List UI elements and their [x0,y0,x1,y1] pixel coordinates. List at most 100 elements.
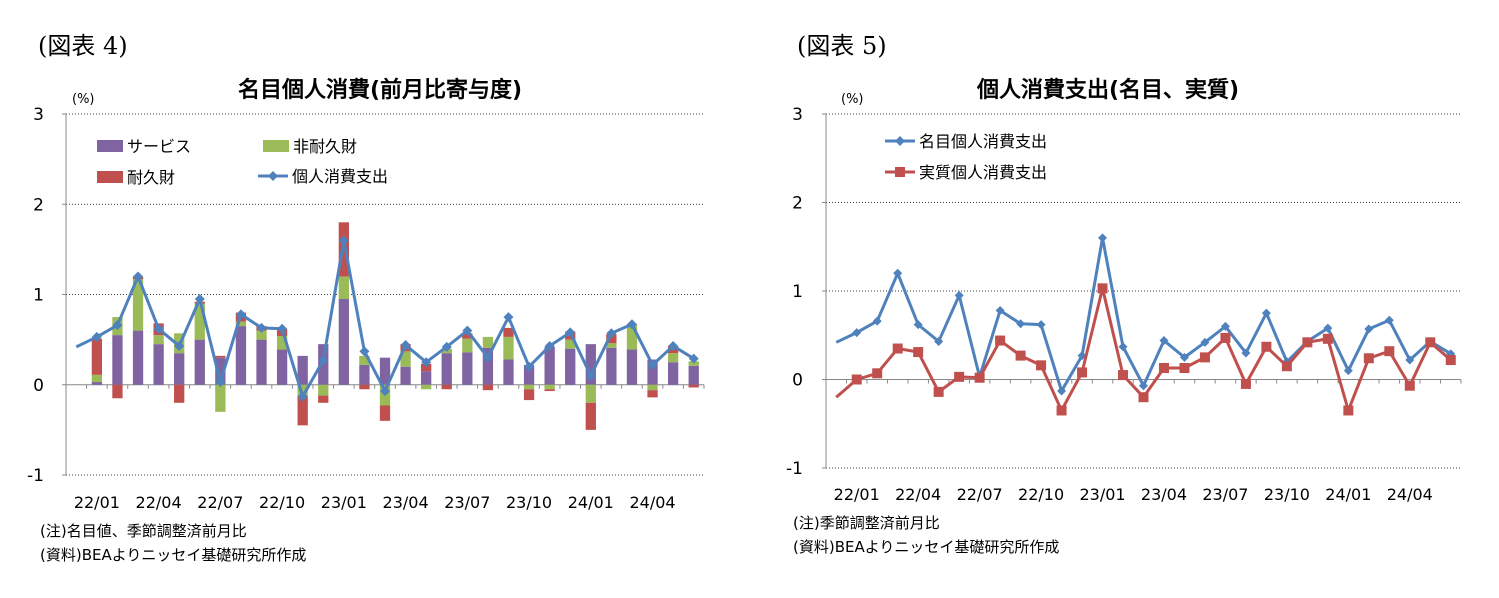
data-point [503,312,514,323]
unit-label: (%) [841,92,864,107]
data-point [933,386,944,397]
bar [606,343,617,348]
bar [318,384,329,396]
legend-swatch [263,140,289,152]
legend-marker [895,136,905,146]
data-point [1056,405,1067,416]
bar [256,339,267,385]
data-point [913,347,924,358]
data-point [380,386,390,397]
x-tick-label: 22/04 [895,485,941,504]
data-point [852,328,862,338]
chart-title: 個人消費支出(名目、実質) [977,78,1240,103]
bar [297,395,308,426]
bar [462,352,473,385]
bar [503,336,514,360]
data-point [954,290,964,300]
bar [482,336,494,348]
data-point [1343,405,1354,416]
x-tick-label: 23/07 [444,493,490,512]
data-point [1384,346,1395,357]
y-tick-label: 0 [33,376,44,396]
data-point [544,340,555,351]
bar [112,384,123,399]
data-point [482,352,493,363]
data-point [565,327,576,338]
y-tick-label: 0 [792,371,803,391]
data-point [995,305,1005,315]
bar [379,405,391,421]
bar [338,222,349,277]
data-point [277,323,288,334]
data-point [872,316,882,326]
data-point [1364,324,1374,334]
data-point [297,391,308,402]
data-point [1118,342,1128,352]
legend-swatch [97,171,123,183]
bar [91,338,103,375]
bar [421,363,432,372]
y-tick-label: 2 [792,194,803,214]
data-point [1261,341,1272,352]
data-point [1363,353,1374,364]
legend-label: 非耐久財 [293,137,357,156]
bar [688,365,699,385]
data-point [893,268,903,278]
figure-label: (図表 4) [38,32,128,60]
x-tick-label: 23/10 [506,493,552,512]
data-point [1322,333,1333,344]
bar [544,384,555,390]
bar [544,389,555,392]
data-point [1179,362,1190,373]
data-point [462,325,473,336]
data-point [1158,362,1169,373]
legend-marker [268,171,278,181]
note-text: (注)名目値、季節調整済前月比 [40,522,247,540]
bar [482,384,494,391]
data-point [91,331,102,342]
bar [359,364,370,385]
data-point [1343,366,1353,376]
y-tick-label: -1 [786,459,803,479]
legend-label: 実質個人消費支出 [919,163,1047,182]
y-tick-label: 1 [792,282,803,302]
x-tick-label: 23/01 [1079,485,1125,504]
bar [215,384,226,412]
data-point [1404,380,1415,391]
figure-label: (図表 5) [797,32,887,60]
data-point [1384,315,1394,325]
data-point [995,335,1006,346]
data-point [1057,386,1067,396]
bar [379,357,391,385]
x-tick-label: 24/04 [1387,485,1433,504]
unit-label: (%) [72,92,95,107]
bar [523,364,535,385]
bar [565,339,576,349]
data-point [1261,308,1271,318]
bar [235,326,247,385]
x-tick-label: 24/01 [1325,485,1371,504]
x-tick-label: 23/07 [1202,485,1248,504]
bar [194,303,205,340]
bar [153,335,164,345]
series-line [835,236,1452,393]
data-point [441,341,452,352]
data-point [524,361,535,372]
figure-5-panel: (図表 5) 個人消費支出(名目、実質) (%) -1 0 1 2 3 22/01 22/0… [755,0,1499,598]
data-point [194,294,205,305]
data-point [1118,370,1129,381]
data-point [1036,360,1047,371]
bar [626,325,638,350]
bar [215,355,226,358]
data-point [359,346,370,357]
data-point [400,340,411,351]
bar [688,384,699,388]
data-point [256,322,267,333]
data-point [1036,320,1046,330]
bar [585,384,596,403]
data-point [606,328,617,339]
bar [647,390,658,398]
data-point [318,355,329,366]
y-tick-label: 3 [792,105,803,125]
y-tick-label: 3 [33,105,44,125]
